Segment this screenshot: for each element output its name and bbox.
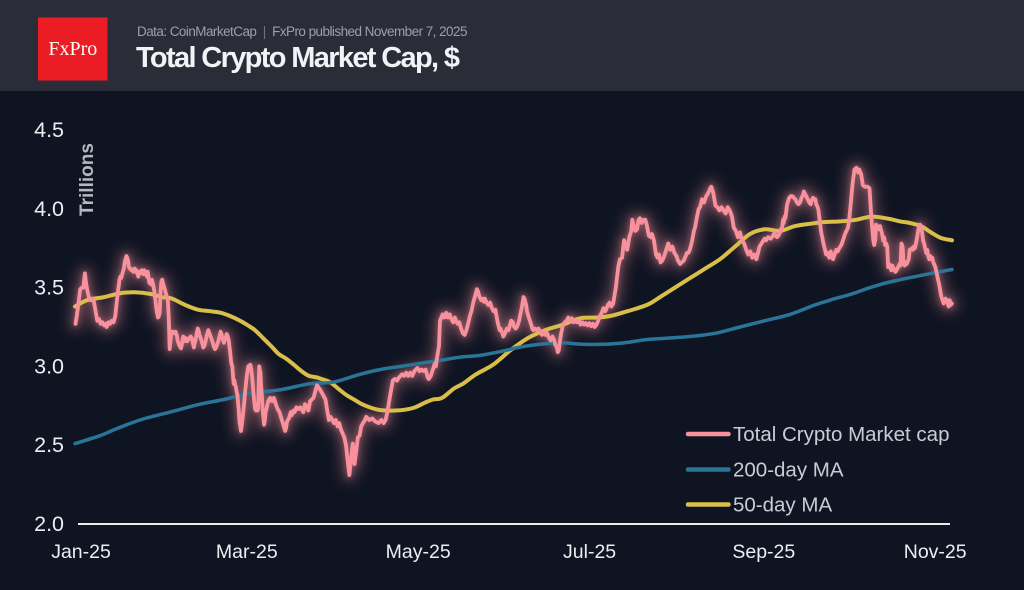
svg-text:Total Crypto Market Cap, $: Total Crypto Market Cap, $: [136, 42, 460, 74]
svg-text:Sep-25: Sep-25: [732, 541, 795, 563]
svg-text:4.0: 4.0: [34, 197, 64, 221]
svg-text:May-25: May-25: [386, 541, 451, 563]
svg-text:50-day MA: 50-day MA: [733, 494, 832, 517]
svg-text:200-day MA: 200-day MA: [733, 459, 844, 482]
svg-text:2.0: 2.0: [34, 512, 64, 536]
svg-text:Jul-25: Jul-25: [563, 541, 616, 563]
svg-text:3.5: 3.5: [34, 276, 64, 300]
svg-text:Total Crypto Market cap: Total Crypto Market cap: [733, 423, 949, 446]
svg-text:Trillions: Trillions: [77, 143, 98, 216]
svg-text:4.5: 4.5: [34, 118, 64, 142]
svg-text:Jan-25: Jan-25: [51, 541, 111, 563]
svg-text:2.5: 2.5: [34, 433, 64, 457]
svg-text:FxPro: FxPro: [48, 38, 97, 60]
svg-text:Mar-25: Mar-25: [216, 541, 278, 563]
svg-text:Data: CoinMarketCap | FxPro: Data: CoinMarketCap | FxPro published No…: [137, 24, 467, 39]
svg-text:3.0: 3.0: [34, 354, 64, 378]
svg-text:Nov-25: Nov-25: [904, 541, 967, 563]
